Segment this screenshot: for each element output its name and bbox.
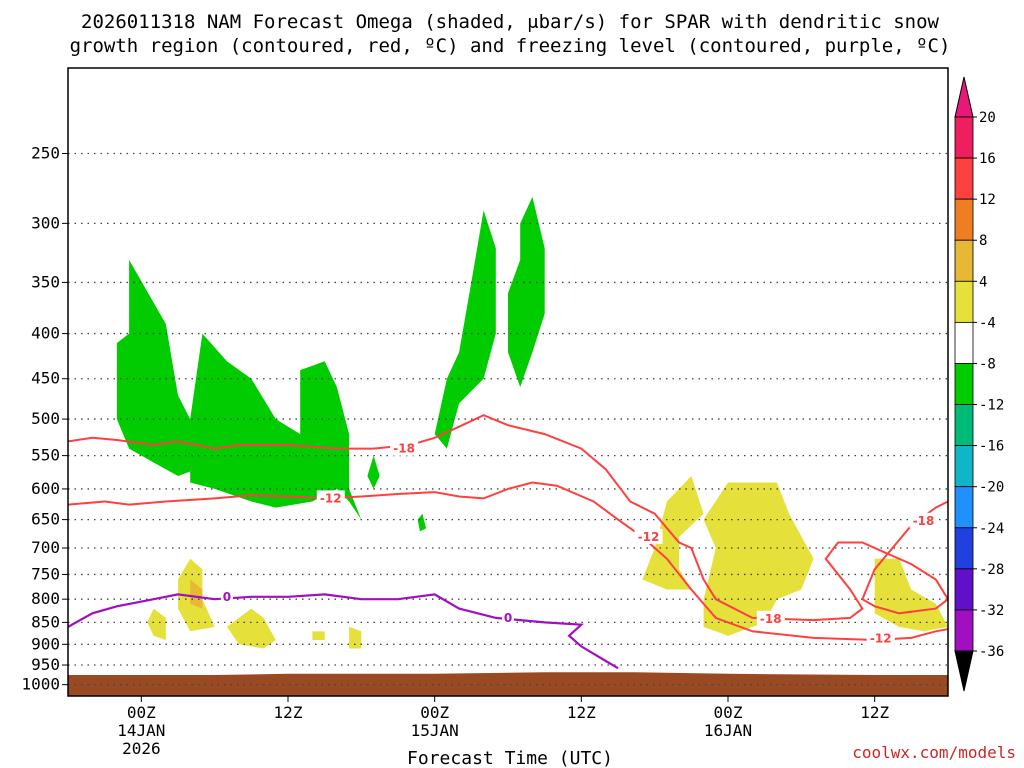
omega-region-green-d: [508, 196, 545, 388]
omega-region-yellow-e: [147, 608, 166, 640]
y-tick-label-550: 550: [31, 446, 60, 465]
omega-region-green-b: [190, 333, 362, 520]
contour-label-bg-4: [866, 630, 895, 646]
contour-labels: -18 -12 -12 -18 -12 -18 0 0: [220, 440, 938, 646]
contour-label-2: -12: [638, 530, 660, 544]
contour-label-bg-7: [502, 609, 514, 625]
colorbar-label-5: -4: [979, 315, 996, 331]
colorbar-label-6: -8: [979, 356, 996, 372]
dgz-minus12-contour: [68, 481, 948, 642]
colorbar-label-11: -28: [979, 562, 1004, 578]
contour-label-bg-0: [390, 440, 419, 456]
colorbar-segment-8: [954, 445, 974, 488]
x-tick-label-60-1: 12Z: [860, 703, 889, 722]
x-tick-label-24-1: 00Z: [420, 703, 449, 722]
omega-region-yellow-g: [312, 631, 325, 640]
omega-shading: [116, 196, 948, 649]
colorbar-label-4: 4: [979, 274, 987, 290]
terrain-fill: [68, 672, 948, 696]
chart-title-line-2: growth region (contoured, red, ºC) and f…: [70, 35, 951, 57]
y-tick-label-750: 750: [31, 564, 60, 583]
y-tick-label-500: 500: [31, 409, 60, 428]
colorbar-segment-9: [954, 486, 974, 529]
contour-label-5: -18: [913, 514, 935, 528]
y-tick-label-950: 950: [31, 655, 60, 674]
omega-region-green-e: [367, 455, 380, 489]
y-tick-label-650: 650: [31, 510, 60, 529]
y-tick-label-1000: 1000: [21, 675, 60, 694]
y-tick-label-700: 700: [31, 538, 60, 557]
omega-region-yellow-c: [874, 558, 948, 632]
colorbar-label-2: 12: [979, 192, 996, 208]
y-tick-label-400: 400: [31, 324, 60, 343]
y-axis: 250 300 350 400 450 500 550 600 650 700 750 800 850 9…: [21, 143, 68, 694]
x-tick-label-48-1: 00Z: [714, 703, 743, 722]
colorbar-label-7: -12: [979, 398, 1004, 414]
contour-label-bg-3: [756, 610, 785, 626]
y-tick-label-900: 900: [31, 634, 60, 653]
omega-region-yellow-a: [642, 476, 704, 590]
x-tick-label-0-3: 2026: [122, 739, 161, 758]
colorbar-segment-2: [954, 198, 974, 241]
colorbar-segment-6: [954, 363, 974, 405]
colorbar-segment-1: [954, 157, 974, 200]
colorbar-label-8: -16: [979, 439, 1004, 455]
contour-label-6: 0: [223, 590, 231, 604]
omega-region-green-c: [434, 210, 496, 449]
colorbar-segment-11: [954, 568, 974, 611]
colorbar-segment-0: [954, 116, 974, 159]
x-tick-label-0-1: 00Z: [127, 703, 156, 722]
colorbar-label-13: -36: [979, 644, 1004, 660]
contour-label-0: -18: [393, 442, 415, 456]
omega-region-orange-a: [190, 579, 203, 609]
colorbar-segment-3: [954, 239, 974, 282]
x-axis-title: Forecast Time (UTC): [407, 748, 613, 768]
chart-title-line-1: 2026011318 NAM Forecast Omega (shaded, μ…: [81, 11, 939, 33]
y-tick-label-800: 800: [31, 589, 60, 608]
contour-label-7: 0: [504, 611, 512, 625]
colorbar-label-10: -24: [979, 521, 1004, 537]
y-tick-label-300: 300: [31, 213, 60, 232]
colorbar-label-12: -32: [979, 603, 1004, 619]
colorbar-segment-7: [954, 404, 974, 447]
x-tick-label-48-2: 16JAN: [704, 721, 752, 740]
colorbar-bottom-cap: [954, 650, 974, 692]
colorbar-segment-4: [954, 280, 974, 323]
y-tick-label-450: 450: [31, 369, 60, 388]
credit-text: coolwx.com/models: [852, 743, 1016, 762]
colorbar-label-3: 8: [979, 233, 987, 249]
x-tick-label-12-1: 12Z: [274, 703, 303, 722]
colorbar-label-0: 20: [979, 110, 996, 126]
x-tick-label-0-2: 14JAN: [117, 721, 165, 740]
contour-label-3: -18: [760, 612, 782, 626]
omega-region-yellow-b: [703, 482, 814, 636]
terrain-area: [68, 672, 948, 696]
colorbar-segment-10: [954, 527, 974, 570]
freezing-level-contour: [68, 593, 619, 670]
x-tick-label-36-1: 12Z: [567, 703, 596, 722]
y-tick-label-600: 600: [31, 479, 60, 498]
colorbar-top-cap: [954, 76, 974, 118]
contour-label-bg-6: [220, 588, 233, 604]
x-tick-label-24-2: 15JAN: [411, 721, 459, 740]
plot-frame: [67, 67, 949, 697]
contour-label-bg-1: [316, 490, 345, 506]
colorbar-segment-12: [954, 609, 974, 652]
omega-region-yellow-h: [349, 626, 362, 649]
contour-label-bg-2: [634, 528, 663, 544]
y-tick-label-350: 350: [31, 272, 60, 291]
omega-region-yellow-f: [226, 608, 276, 649]
y-tick-label-250: 250: [31, 143, 60, 162]
colorbar-label-9: -20: [979, 480, 1004, 496]
contour-label-1: -12: [320, 491, 342, 505]
contour-label-bg-5: [909, 512, 938, 528]
colorbar-label-1: 16: [979, 151, 996, 167]
contour-label-4: -12: [870, 632, 892, 646]
colorbar: 20 16 12 8 4 -4 -8 -12 -16 -20 -24 -28 -32 -36: [954, 76, 1004, 692]
y-tick-label-850: 850: [31, 612, 60, 631]
omega-region-green-f: [417, 513, 427, 532]
colorbar-segment-5: [954, 321, 974, 364]
